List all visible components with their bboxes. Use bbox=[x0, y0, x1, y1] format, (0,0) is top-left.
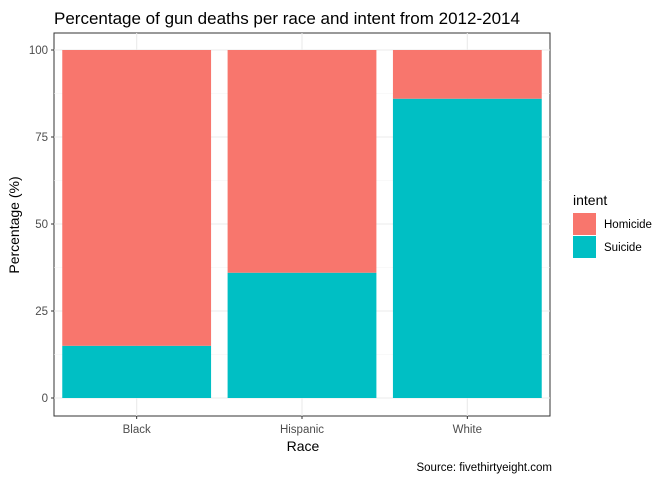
bar-hispanic-homicide bbox=[227, 50, 377, 273]
legend-key-homicide bbox=[573, 213, 596, 235]
y-tick-label: 75 bbox=[35, 132, 48, 144]
chart-caption: Source: fivethirtyeight.com bbox=[416, 462, 552, 474]
x-axis-title: Race bbox=[287, 438, 320, 454]
bar-white-suicide bbox=[392, 98, 542, 398]
legend-key-suicide bbox=[573, 236, 596, 258]
legend-label-suicide: Suicide bbox=[604, 242, 642, 254]
y-tick-label: 0 bbox=[42, 393, 48, 405]
bars bbox=[62, 50, 542, 398]
x-axis-ticks: Black Hispanic White bbox=[123, 416, 482, 436]
legend-label-homicide: Homicide bbox=[604, 219, 652, 231]
x-tick-label-white: White bbox=[453, 424, 482, 436]
y-axis-ticks: 0 25 50 75 100 bbox=[29, 45, 54, 405]
legend-title: intent bbox=[573, 192, 607, 208]
x-tick-label-black: Black bbox=[123, 424, 151, 436]
bar-hispanic-suicide bbox=[227, 272, 377, 398]
bar-white-homicide bbox=[392, 50, 542, 99]
y-axis-title: Percentage (%) bbox=[6, 176, 22, 273]
y-tick-label: 100 bbox=[29, 45, 48, 57]
bar-black-homicide bbox=[62, 50, 212, 346]
legend: Homicide Suicide bbox=[573, 213, 652, 258]
bar-black-suicide bbox=[62, 345, 212, 398]
y-tick-label: 25 bbox=[35, 306, 48, 318]
y-tick-label: 50 bbox=[35, 219, 48, 231]
x-tick-label-hispanic: Hispanic bbox=[280, 424, 324, 436]
chart-title: Percentage of gun deaths per race and in… bbox=[54, 9, 520, 28]
